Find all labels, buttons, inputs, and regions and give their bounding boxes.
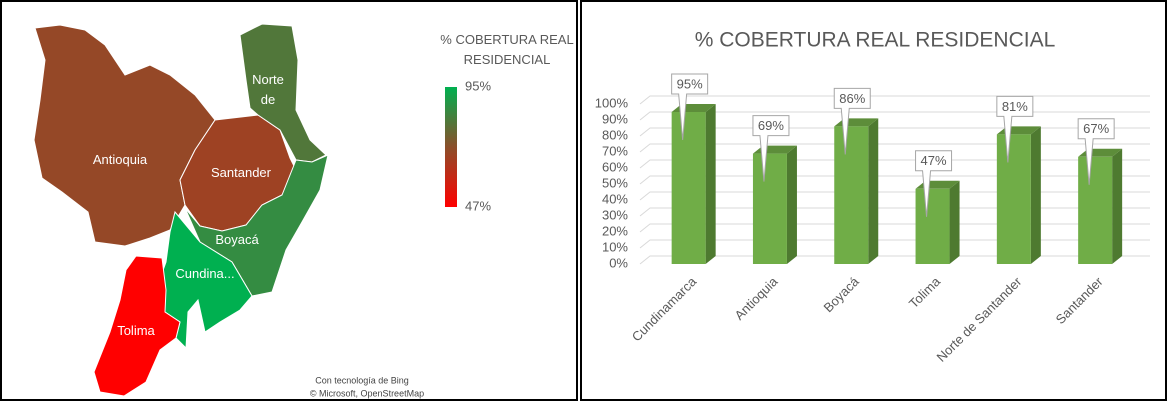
chart-title: % COBERTURA REAL RESIDENCIAL bbox=[695, 29, 1056, 52]
legend-label: 95% bbox=[465, 78, 491, 93]
grid-line bbox=[639, 239, 1150, 249]
bar-side bbox=[786, 145, 797, 264]
y-tick-label: 90% bbox=[602, 111, 628, 126]
region-label: Norte de bbox=[252, 72, 284, 107]
grid-line bbox=[639, 255, 1150, 265]
legend-label: 47% bbox=[465, 198, 491, 213]
region-label: Boyacá bbox=[215, 232, 259, 247]
y-tick-label: 80% bbox=[602, 127, 628, 142]
grid-line bbox=[639, 175, 1150, 185]
bar-side bbox=[1030, 126, 1041, 265]
callout bbox=[752, 115, 790, 182]
callout bbox=[671, 73, 709, 141]
region-label: Santander bbox=[211, 165, 271, 180]
data-label: 81% bbox=[1002, 99, 1028, 114]
y-tick-label: 40% bbox=[602, 191, 628, 206]
bar bbox=[834, 126, 869, 265]
grid-line bbox=[639, 127, 1150, 137]
grid-line bbox=[639, 143, 1150, 153]
bar bbox=[1078, 156, 1113, 264]
region-label: Tolima bbox=[117, 323, 155, 338]
callout bbox=[1077, 118, 1115, 185]
data-label: 67% bbox=[1083, 121, 1109, 136]
data-label: 95% bbox=[677, 76, 703, 91]
callout bbox=[996, 95, 1034, 163]
bar-side bbox=[705, 104, 716, 264]
credit: © Microsoft, OpenStreetMap bbox=[310, 388, 424, 398]
bar-side bbox=[949, 180, 960, 264]
callout bbox=[833, 87, 871, 155]
y-tick-label: 60% bbox=[602, 159, 628, 174]
grid-line bbox=[639, 191, 1150, 201]
y-tick-label: 100% bbox=[595, 95, 629, 110]
data-label: 47% bbox=[921, 153, 947, 168]
callout bbox=[915, 150, 953, 217]
credit: Con tecnología de Bing bbox=[315, 375, 409, 385]
bar bbox=[671, 112, 706, 264]
grid-line bbox=[639, 223, 1150, 233]
map-region bbox=[93, 255, 181, 397]
bar bbox=[752, 153, 787, 264]
color-scale bbox=[445, 87, 457, 207]
y-tick-label: 0% bbox=[609, 255, 628, 270]
legend-title: % COBERTURA REAL RESIDENCIAL bbox=[440, 32, 574, 67]
region-label: Cundina... bbox=[175, 266, 235, 281]
bar bbox=[996, 134, 1031, 264]
grid-line bbox=[639, 207, 1150, 217]
y-tick-label: 30% bbox=[602, 207, 628, 222]
grid-line bbox=[639, 111, 1150, 121]
bar bbox=[915, 188, 950, 264]
grid-line bbox=[639, 159, 1150, 169]
y-tick-label: 10% bbox=[602, 239, 628, 254]
region-label: Antioquia bbox=[92, 152, 148, 167]
bar-side bbox=[868, 118, 879, 265]
y-tick-label: 50% bbox=[602, 175, 628, 190]
y-tick-label: 20% bbox=[602, 223, 628, 238]
grid-line bbox=[639, 95, 1150, 105]
data-label: 86% bbox=[839, 91, 865, 106]
y-tick-label: 70% bbox=[602, 143, 628, 158]
data-label: 69% bbox=[758, 118, 784, 133]
bar-side bbox=[1112, 148, 1123, 264]
